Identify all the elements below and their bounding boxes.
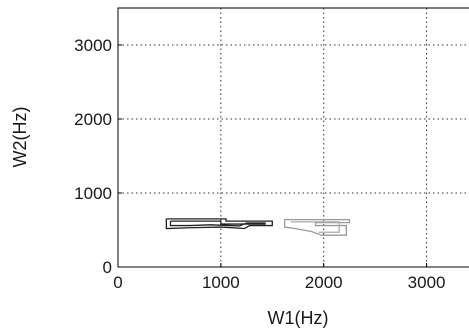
ticks: 0 1000 2000 3000 0 1000 2000 3000 (74, 36, 445, 292)
x-axis-label: W1(Hz) (268, 308, 329, 328)
grid (118, 8, 469, 267)
plot-frame (117, 7, 469, 268)
y-axis-label: W2(Hz) (10, 107, 30, 168)
y-tick-label: 3000 (74, 36, 112, 55)
series-line-2 (169, 220, 266, 227)
x-tick-label: 2000 (305, 273, 343, 292)
x-tick-label: 1000 (202, 273, 240, 292)
y-tick-label: 0 (103, 258, 112, 277)
series-line-4 (290, 221, 340, 233)
y-tick-label: 1000 (74, 184, 112, 203)
data-series (165, 218, 351, 236)
series-line-3 (283, 218, 351, 236)
y-tick-label: 2000 (74, 110, 112, 129)
series-line-1 (165, 218, 273, 230)
x-tick-label: 0 (113, 273, 122, 292)
x-tick-label: 3000 (408, 273, 446, 292)
